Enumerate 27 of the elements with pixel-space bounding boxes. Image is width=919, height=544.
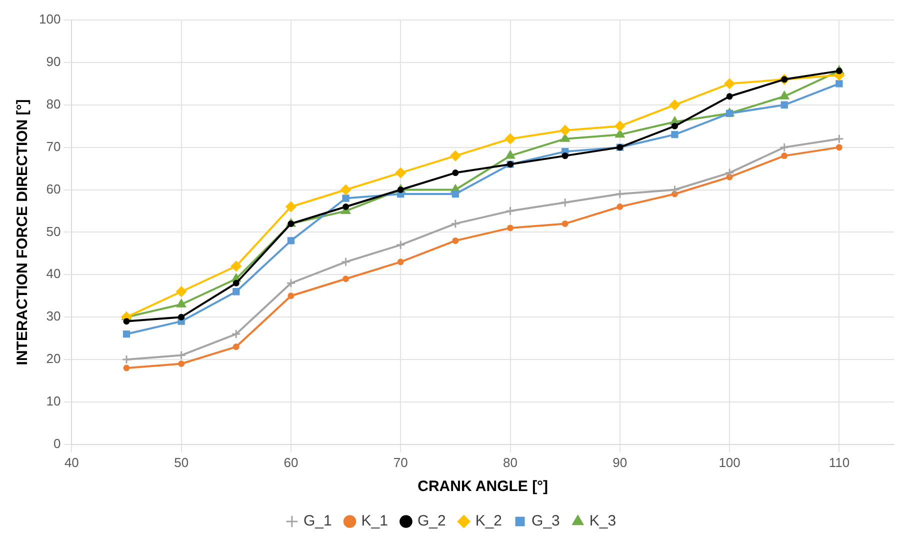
y-tick-label: 60: [46, 181, 61, 196]
x-tick-label: 110: [828, 454, 850, 470]
legend-label: G_1: [303, 512, 332, 530]
x-axis-title: CRANK ANGLE [°]: [418, 478, 548, 496]
y-tick-label: 30: [46, 308, 61, 324]
y-tick-label: 80: [46, 96, 61, 112]
legend-label: G_3: [532, 512, 560, 530]
x-tick-label: 40: [64, 454, 79, 470]
legend-label: K_3: [589, 512, 616, 530]
x-tick-label: 70: [393, 454, 408, 470]
y-tick-label: 20: [46, 351, 61, 366]
y-axis-title: INTERACTION FORCE DIRECTION [°]: [14, 99, 32, 366]
x-tick-label: 50: [174, 454, 189, 470]
x-tick-label: 60: [284, 454, 298, 470]
y-tick-label: 40: [46, 266, 61, 282]
legend-label: K_2: [475, 512, 502, 530]
y-tick-label: 0: [53, 436, 61, 451]
x-tick-label: 90: [612, 454, 628, 470]
y-tick-label: 90: [46, 54, 61, 70]
legend-label: K_1: [361, 512, 388, 530]
y-tick-label: 100: [38, 12, 61, 27]
x-tick-label: 100: [718, 454, 740, 470]
legend-label: G_2: [417, 512, 446, 530]
y-tick-label: 50: [46, 224, 61, 239]
x-tick-label: 80: [503, 454, 518, 470]
y-tick-label: 70: [46, 138, 61, 154]
y-tick-label: 10: [46, 394, 61, 409]
